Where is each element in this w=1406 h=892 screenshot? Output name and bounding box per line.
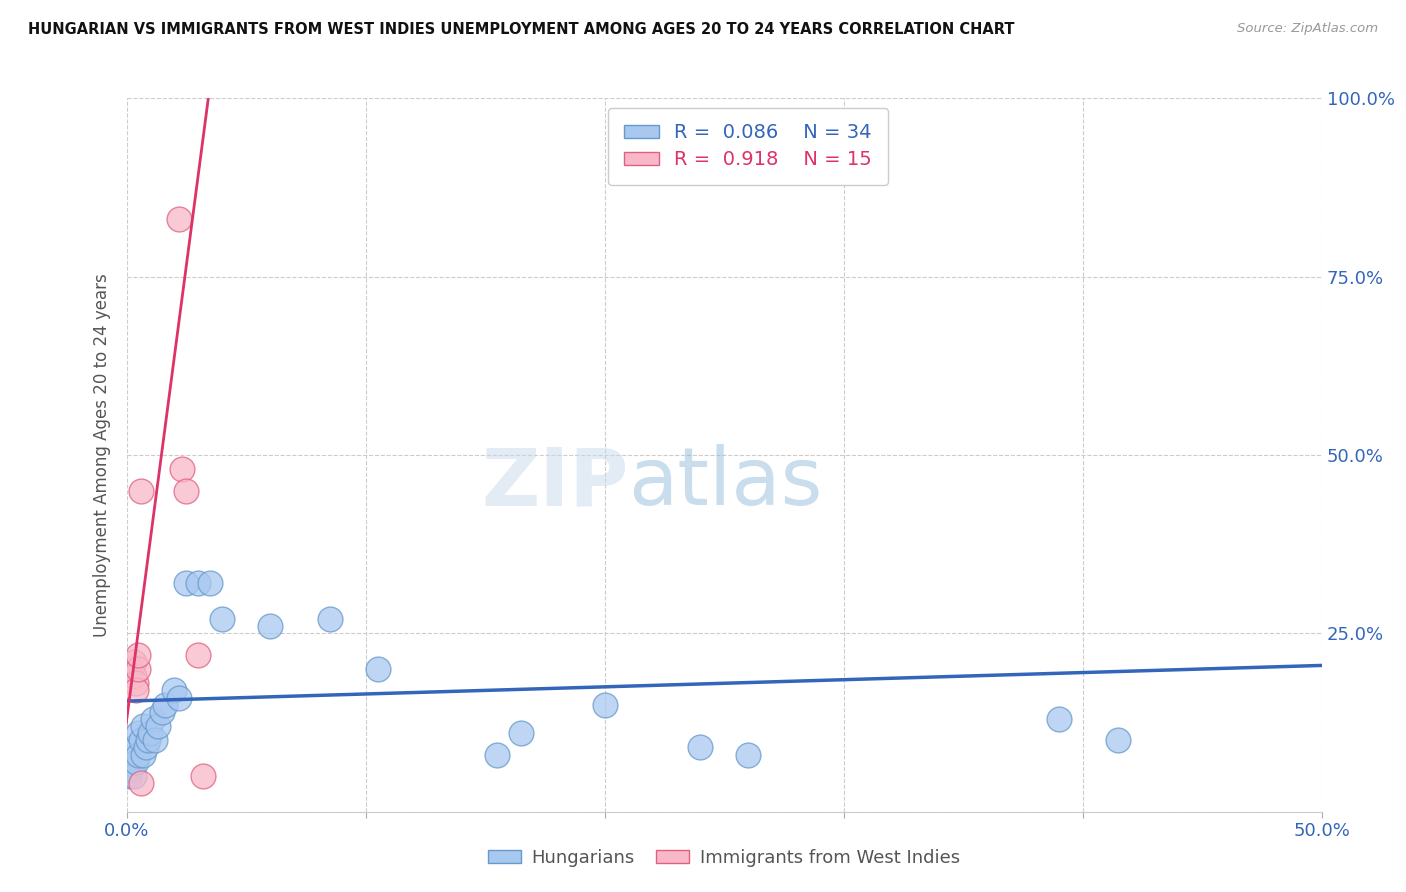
Point xyxy=(167,690,190,705)
Point xyxy=(509,726,531,740)
Point xyxy=(143,733,166,747)
Point xyxy=(122,769,145,783)
Point xyxy=(153,698,176,712)
Point xyxy=(129,733,152,747)
Text: HUNGARIAN VS IMMIGRANTS FROM WEST INDIES UNEMPLOYMENT AMONG AGES 20 TO 24 YEARS : HUNGARIAN VS IMMIGRANTS FROM WEST INDIES… xyxy=(28,22,1015,37)
Point xyxy=(174,576,197,591)
Point xyxy=(129,483,152,498)
Point xyxy=(187,576,209,591)
Point xyxy=(142,712,165,726)
Point xyxy=(366,662,388,676)
Point xyxy=(127,662,149,676)
Point xyxy=(259,619,281,633)
Point xyxy=(200,576,222,591)
Point xyxy=(122,655,145,669)
Point xyxy=(125,676,148,690)
Text: Source: ZipAtlas.com: Source: ZipAtlas.com xyxy=(1237,22,1378,36)
Point xyxy=(127,747,149,762)
Text: ZIP: ZIP xyxy=(481,444,628,523)
Point xyxy=(318,612,342,626)
Point xyxy=(167,212,190,227)
Point xyxy=(486,747,509,762)
Point xyxy=(135,740,157,755)
Point xyxy=(118,662,141,676)
Point xyxy=(1108,733,1130,747)
Point xyxy=(170,462,193,476)
Point xyxy=(122,669,145,683)
Point xyxy=(146,719,169,733)
Point xyxy=(132,719,155,733)
Point xyxy=(122,740,145,755)
Point xyxy=(174,483,197,498)
Point xyxy=(163,683,186,698)
Point xyxy=(136,733,159,747)
Point xyxy=(150,705,174,719)
Point xyxy=(191,769,214,783)
Point xyxy=(125,755,148,769)
Legend: Hungarians, Immigrants from West Indies: Hungarians, Immigrants from West Indies xyxy=(481,842,967,874)
Point xyxy=(187,648,209,662)
Point xyxy=(211,612,233,626)
Point xyxy=(737,747,759,762)
Point xyxy=(132,747,155,762)
Point xyxy=(125,683,148,698)
Point xyxy=(120,762,142,776)
Point xyxy=(118,769,141,783)
Text: atlas: atlas xyxy=(628,444,823,523)
Y-axis label: Unemployment Among Ages 20 to 24 years: Unemployment Among Ages 20 to 24 years xyxy=(93,273,111,637)
Point xyxy=(129,776,152,790)
Point xyxy=(593,698,616,712)
Point xyxy=(1047,712,1070,726)
Point xyxy=(127,726,149,740)
Point xyxy=(139,726,162,740)
Point xyxy=(127,648,149,662)
Point xyxy=(120,662,142,676)
Point xyxy=(689,740,711,755)
